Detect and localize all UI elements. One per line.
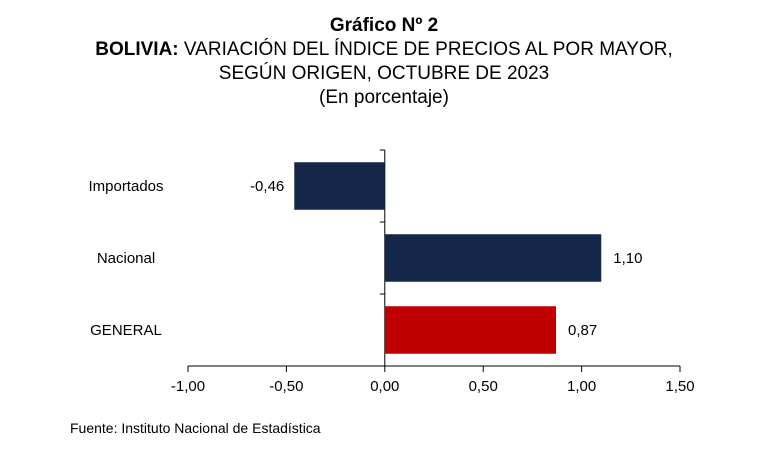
x-tick-label: 0,50 — [469, 378, 498, 395]
bar-general — [384, 306, 557, 354]
data-label: 0,87 — [568, 322, 597, 339]
unit-note: (En porcentaje) — [319, 87, 449, 108]
chart-titles: Gráfico Nº 2 BOLIVIA: VARIACIÓN DEL ÍNDI… — [0, 14, 768, 110]
bar-importados — [294, 162, 385, 210]
category-label: Nacional — [97, 250, 155, 267]
data-label: 1,10 — [613, 250, 642, 267]
category-label: Importados — [88, 178, 163, 195]
subtitle-country: BOLIVIA: — [95, 39, 179, 60]
chart-subtitle-line2: SEGÚN ORIGEN, OCTUBRE DE 2023 — [218, 63, 550, 84]
subtitle-rest: VARIACIÓN DEL ÍNDICE DE PRECIOS AL POR M… — [178, 39, 673, 60]
x-tick-label: -1,00 — [171, 378, 205, 395]
source-note: Fuente: Instituto Nacional de Estadístic… — [70, 420, 321, 436]
category-label: GENERAL — [90, 322, 162, 339]
x-tick-label: 0,00 — [370, 378, 399, 395]
chart-subtitle-line1: BOLIVIA: VARIACIÓN DEL ÍNDICE DE PRECIOS… — [0, 38, 768, 62]
x-tick-label: 1,50 — [665, 378, 694, 395]
data-label: -0,46 — [250, 178, 284, 195]
x-tick-label: -0,50 — [269, 378, 303, 395]
bar-nacional — [384, 234, 602, 282]
x-tick-label: 1,00 — [567, 378, 596, 395]
chart-title: Gráfico Nº 2 — [329, 15, 439, 36]
